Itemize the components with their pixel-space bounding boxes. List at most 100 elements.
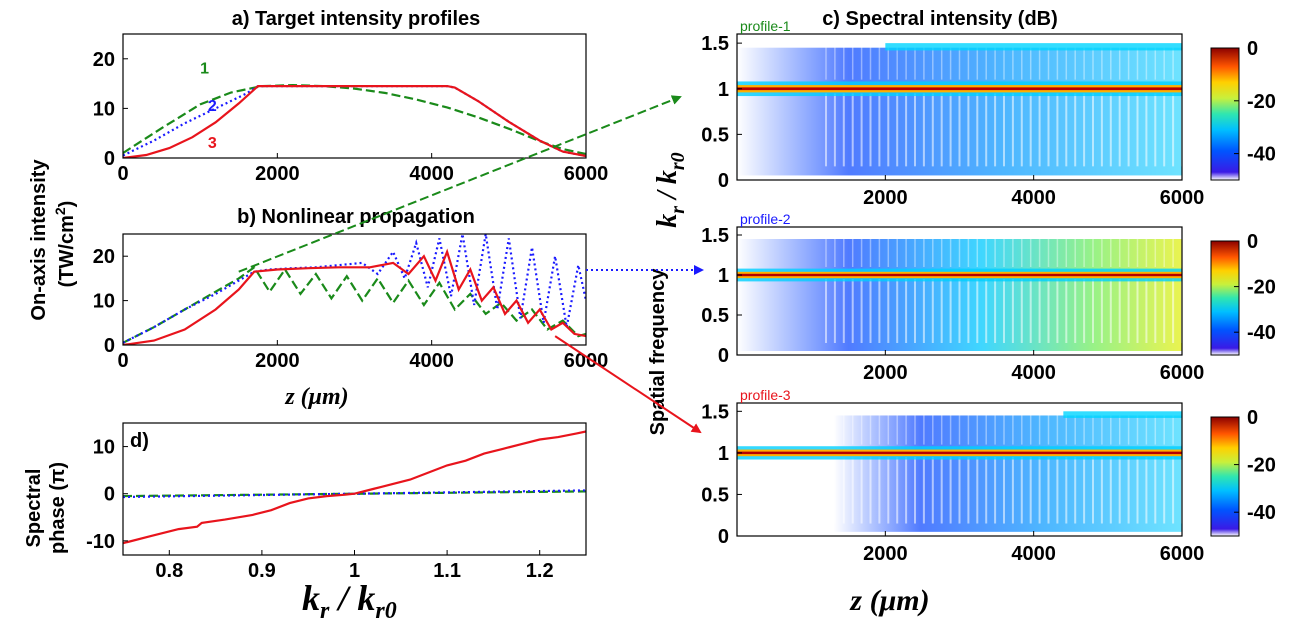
- ylabel-intensity: On-axis intensity (TW/cm2): [28, 159, 78, 321]
- panel-b-xlabel: z (μm): [284, 384, 348, 410]
- panel-a-ytick-label: 20: [93, 49, 115, 71]
- panel-a-series-1: [123, 83, 586, 156]
- curve-label-3: 3: [208, 135, 217, 152]
- panel-c-profile-3-cb-tick-label: 0: [1247, 407, 1258, 429]
- panel-a-xtick-label: 4000: [409, 163, 454, 185]
- panel-b-xtick-label: 4000: [409, 350, 454, 372]
- panel-c-profile-3-xtick-label: 6000: [1160, 543, 1205, 565]
- panel-c-profile-2-xtick-label: 4000: [1011, 362, 1056, 384]
- panel-a-ytick-label: 10: [93, 98, 115, 120]
- panel-c-profile-2-ytick-label: 1.5: [701, 225, 729, 247]
- panel-c-profile-3-field: [833, 415, 1182, 532]
- panel-a-series-3: [123, 84, 586, 158]
- panel-c-profile-2-ytick-label: 0: [718, 345, 729, 367]
- panel-c-profile-2-band-red: [737, 273, 1182, 277]
- curve-label-1: 1: [200, 61, 209, 78]
- panel-c-profile-3-top-band: [1063, 411, 1182, 418]
- panel-c-profile-1-cb-tick-label: -20: [1247, 91, 1276, 113]
- panel-c-profile-3-image: [737, 403, 1182, 536]
- panel-c-profile-1-image: [737, 34, 1182, 180]
- panel-c-xlabel: z (μm): [849, 584, 929, 617]
- panel-c-ylabel: Spatial frequency: [647, 268, 669, 436]
- panel-c-profile-3-ytick-label: 1: [718, 443, 729, 465]
- panel-c-profile-1-colorbar: [1210, 47, 1240, 181]
- panel-b-series-1: [123, 265, 586, 344]
- panel-b-ytick-label: 10: [93, 291, 115, 313]
- panel-d-xtick-label: 0.9: [248, 560, 276, 582]
- ylabel-intensity-line2: (TW/cm2): [52, 201, 78, 288]
- panel-c-profile-1-ytick-label: 1: [718, 79, 729, 101]
- panel-c-profile-3-cb-tick-label: -20: [1247, 455, 1276, 477]
- panel-c-profile-3-ytick-label: 0.5: [701, 484, 729, 506]
- panel-a-xtick-label: 0: [117, 163, 128, 185]
- arrow-profile-3: [554, 335, 702, 434]
- panel-c-profile-3-cb-tick-label: -40: [1247, 502, 1276, 524]
- panel-c-profile-1-ytick-label: 1.5: [701, 33, 729, 55]
- panel-c-profile-3-ytick-label: 0: [718, 526, 729, 548]
- panel-d-ytick-label: 0: [104, 484, 115, 506]
- panel-c-profile-3-ytick-label: 1.5: [701, 401, 729, 423]
- panel-b-series-3: [123, 248, 586, 345]
- curve-label-2: 2: [208, 98, 217, 115]
- panel-c-profile-1-ytick-label: 0.5: [701, 124, 729, 146]
- panel-a-title: a) Target intensity profiles: [232, 8, 481, 30]
- ylabel-phase-line1: Spectral: [23, 469, 45, 548]
- panel-b-xtick-label: 6000: [564, 350, 609, 372]
- panel-d-series-3: [123, 430, 586, 545]
- panel-b-xtick-label: 2000: [255, 350, 300, 372]
- panel-d-ytick-label: -10: [86, 531, 115, 553]
- panel-d-xtick-label: 1.2: [526, 560, 554, 582]
- panel-b-ytick-label: 0: [104, 335, 115, 357]
- ylabel-phase: Spectral phase (π): [23, 462, 69, 554]
- panel-c-profile-2-image: [737, 227, 1182, 355]
- panel-c-profile-3-band-red: [737, 451, 1182, 455]
- panel-c-profile-3-name: profile-3: [740, 387, 791, 403]
- panel-c-profile-2-cb-tick-label: 0: [1247, 231, 1258, 253]
- ylabel-phase-line2: phase (π): [47, 462, 69, 554]
- panel-c-profile-1-name: profile-1: [740, 18, 791, 34]
- panel-c-profile-2-frame: [736, 226, 1183, 356]
- panel-b-xtick-label: 0: [117, 350, 128, 372]
- panel-c-profile-1-band-red: [737, 87, 1182, 91]
- panel-c-profile-3-xtick-label: 4000: [1011, 543, 1056, 565]
- panel-c-profile-1-top-band: [885, 43, 1182, 51]
- panel-d-xtick-label: 1.1: [433, 560, 461, 582]
- panel-d-xtick-label: 0.8: [155, 560, 183, 582]
- panel-c-profile-2-cb-tick-label: -40: [1247, 322, 1276, 344]
- panel-a-frame: [122, 33, 587, 159]
- panel-d-xtick-label: 1: [349, 560, 360, 582]
- panel-c-profile-1-xtick-label: 2000: [863, 187, 908, 209]
- panel-c-ylabel-text: Spatial frequency: [647, 268, 669, 436]
- panel-b-ytick-label: 20: [93, 246, 115, 268]
- panel-d-xlabel: kr / kr0: [302, 578, 397, 624]
- arrow-profile-1: [238, 95, 682, 273]
- panel-c-profile-2-ytick-label: 0.5: [701, 305, 729, 327]
- panel-a-xtick-label: 2000: [255, 163, 300, 185]
- panel-d-ytick-label: 10: [93, 437, 115, 459]
- panel-d-frame: [122, 422, 587, 556]
- panel-c-profile-1-cb-tick-label: 0: [1247, 38, 1258, 60]
- panel-b-frame: [122, 233, 587, 346]
- panel-c-ylabel-k: kr / kr0: [652, 152, 689, 227]
- panel-c-profile-3-xtick-label: 2000: [863, 543, 908, 565]
- panel-c-profile-1-ytick-label: 0: [718, 170, 729, 192]
- panel-c-profile-1-cb-tick-label: -40: [1247, 144, 1276, 166]
- panel-c-profile-2-name: profile-2: [740, 211, 791, 227]
- panel-c-profile-2-xtick-label: 6000: [1160, 362, 1205, 384]
- panel-c-profile-2-colorbar: [1210, 240, 1240, 356]
- panel-c-profile-3-colorbar: [1210, 416, 1240, 537]
- ylabel-intensity-line1: On-axis intensity: [28, 159, 50, 321]
- panel-c-title: c) Spectral intensity (dB): [822, 8, 1058, 30]
- panel-c-profile-1-xtick-label: 4000: [1011, 187, 1056, 209]
- panel-a-series-2: [123, 84, 586, 158]
- panel-a-xtick-label: 6000: [564, 163, 609, 185]
- panel-a-ytick-label: 0: [104, 148, 115, 170]
- panel-c-profile-2-xtick-label: 2000: [863, 362, 908, 384]
- panel-c-ylabel-k-text: kr / kr0: [652, 152, 689, 227]
- panel-b-title: b) Nonlinear propagation: [237, 206, 475, 228]
- panel-d-title: d): [130, 430, 149, 452]
- panel-c-profile-2-cb-tick-label: -20: [1247, 277, 1276, 299]
- panel-c-profile-1-xtick-label: 6000: [1160, 187, 1205, 209]
